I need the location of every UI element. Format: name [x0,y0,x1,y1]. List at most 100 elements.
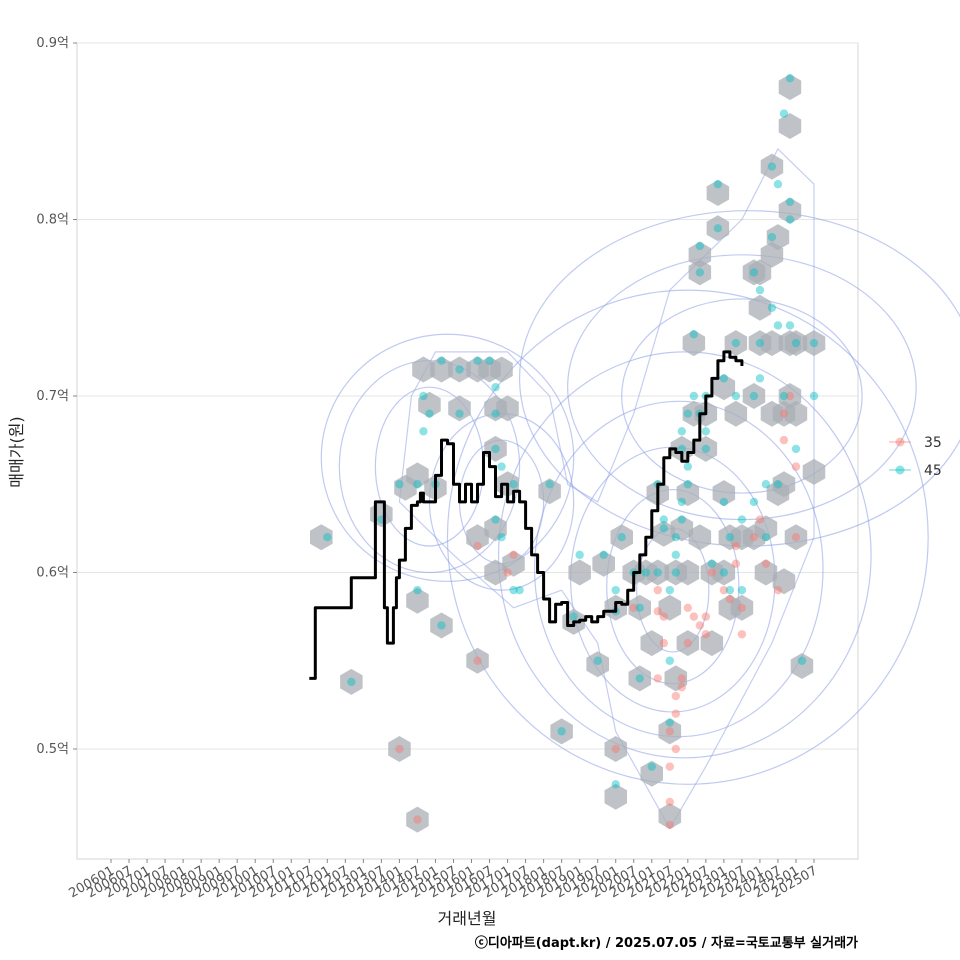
hexbin-cell [748,294,772,321]
data-point-45 [647,762,656,771]
hexbin-cell [772,471,796,498]
hexbin-cell [748,259,772,286]
data-point-45 [671,533,681,542]
hexbin-cell [802,458,826,485]
data-point-35 [677,683,687,692]
scatter-points [323,74,819,830]
data-point-35 [689,612,699,621]
hexbin-cell [658,594,682,621]
data-point-45 [713,224,723,233]
hexbin-cell [730,594,754,621]
data-point-45 [635,603,644,612]
data-point-45 [497,462,506,471]
x-axis-ticks: 2006012006072007012007072008012008072009… [67,859,820,901]
hexbin-cell [652,520,675,547]
data-point-35 [695,621,705,630]
data-point-45 [509,585,518,595]
data-point-45 [785,74,795,83]
hexbin-cell [646,559,669,586]
hexbin-cell [628,594,651,621]
data-point-35 [611,744,620,754]
hexbin-cell [388,736,411,762]
data-point-45 [485,356,494,365]
data-point-45 [749,391,759,401]
data-point-45 [773,180,783,189]
data-point-45 [677,515,687,524]
data-point-35 [671,691,681,701]
data-point-35 [791,462,801,471]
data-point-45 [611,780,620,789]
data-point-45 [455,365,464,374]
hexbin-cell [466,647,489,674]
data-point-45 [683,462,693,471]
data-point-45 [731,338,741,348]
hexbin-cell [778,113,802,139]
data-point-35 [653,585,662,595]
data-point-35 [665,762,674,771]
legend-label: 35 [924,435,942,451]
hexbin-cell [448,356,471,383]
data-point-45 [671,568,681,577]
data-point-45 [809,391,819,401]
plot-panel [76,42,859,860]
data-point-35 [779,435,789,445]
hexbin-cell [754,515,778,542]
data-point-45 [665,585,674,595]
hexbin-cell [430,612,453,639]
data-point-45 [809,338,819,348]
data-point-45 [689,330,699,339]
data-point-45 [413,480,422,489]
data-point-45 [683,409,693,418]
hexbin-cell [430,356,453,383]
data-point-45 [491,382,500,392]
hexbin-cell [724,400,748,427]
data-point-45 [785,215,795,224]
data-point-35 [395,744,404,754]
data-point-45 [641,568,650,577]
data-point-45 [725,533,735,542]
hexbin-cell [604,783,627,810]
hexbin-cell [784,330,808,357]
legend-label: 45 [924,463,942,479]
data-point-45 [569,612,578,621]
data-point-45 [767,232,777,242]
contour-line [320,333,575,582]
data-point-35 [503,568,512,577]
data-point-45 [779,109,789,118]
data-point-35 [701,612,711,621]
data-point-45 [767,303,777,312]
hexbin-cell [784,524,808,551]
hexbin-cell [760,330,784,357]
data-point-45 [683,480,693,489]
hexbin-cell [586,651,609,678]
data-point-35 [731,559,741,568]
data-point-45 [749,497,759,507]
data-point-45 [419,391,428,401]
hexbin-cell [790,653,814,679]
data-point-45 [491,444,500,454]
y-tick-label: 0.5억 [36,742,69,757]
data-point-45 [761,480,771,489]
hexbin-cell [406,587,429,614]
data-point-35 [737,603,747,612]
data-point-45 [791,444,801,454]
hexbin-cell [712,559,736,586]
y-tick-label: 0.8억 [36,213,69,228]
data-point-35 [677,674,687,683]
hexbin-cell [742,383,766,409]
hexbin-cell [466,524,489,551]
hexbin-cell [610,524,633,551]
data-point-35 [659,638,668,648]
hexbin-cell [592,550,615,577]
data-point-35 [473,541,482,551]
data-point-45 [755,374,765,383]
data-point-45 [773,480,783,489]
hexbin-cell [448,395,471,422]
data-point-35 [719,585,729,595]
data-point-35 [653,674,662,683]
data-point-45 [707,559,717,568]
hexbin-cell [628,665,651,692]
data-point-35 [725,594,735,604]
hexbin-cell [670,515,694,542]
